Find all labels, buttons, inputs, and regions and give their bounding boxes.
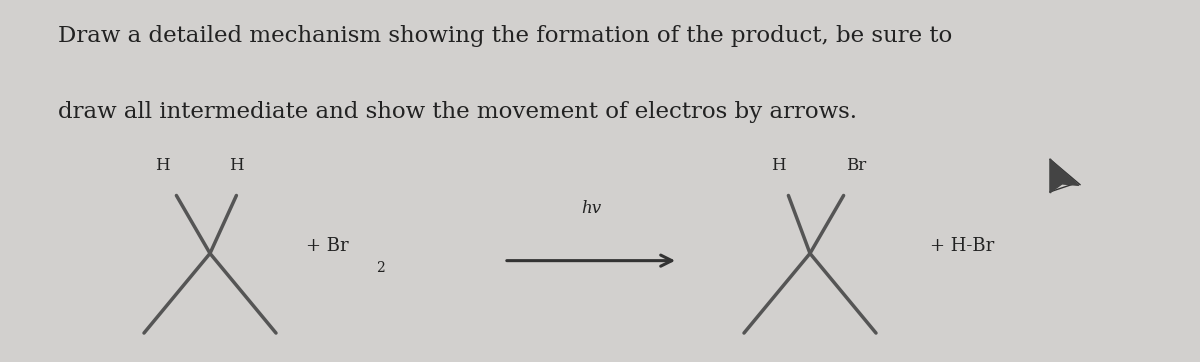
Text: Br: Br: [846, 157, 866, 174]
Text: draw all intermediate and show the movement of electros by arrows.: draw all intermediate and show the movem…: [58, 101, 857, 123]
Polygon shape: [1050, 159, 1079, 193]
Text: + Br: + Br: [306, 237, 349, 255]
Text: hv: hv: [582, 200, 601, 217]
Text: H: H: [155, 157, 169, 174]
Text: Draw a detailed mechanism showing the formation of the product, be sure to: Draw a detailed mechanism showing the fo…: [58, 25, 952, 47]
Text: 2: 2: [376, 261, 384, 275]
Text: H: H: [229, 157, 244, 174]
Text: + H-Br: + H-Br: [930, 237, 995, 255]
Text: H: H: [772, 157, 786, 174]
